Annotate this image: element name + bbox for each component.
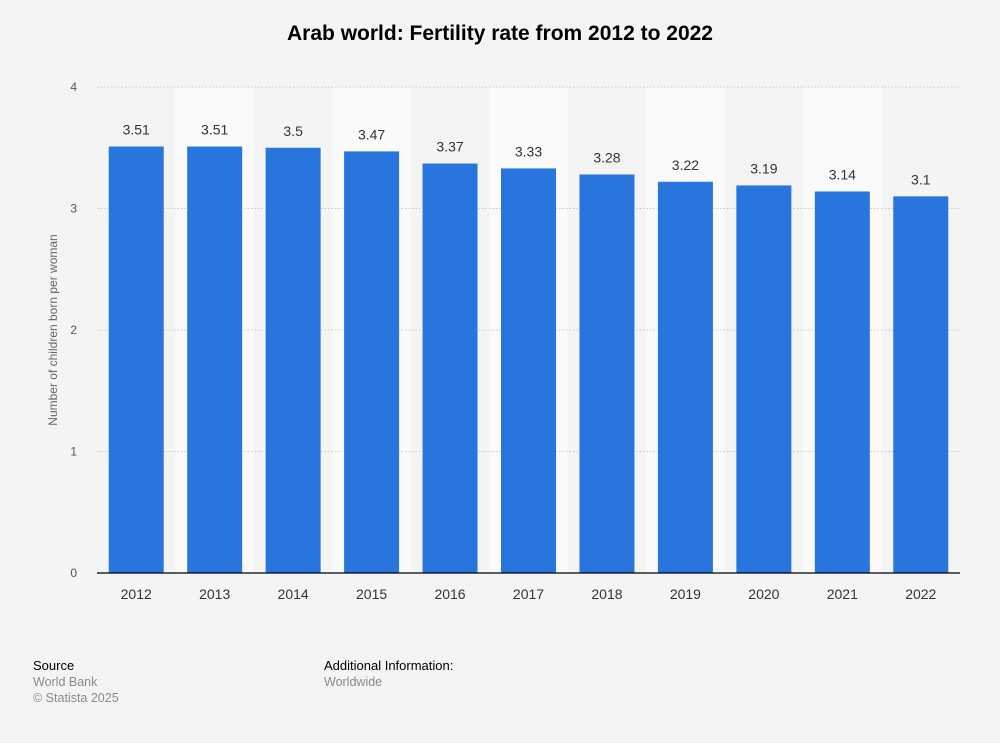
- y-tick-label: 4: [70, 80, 77, 94]
- copyright: © Statista 2025: [33, 691, 119, 705]
- y-axis-label: Number of children born per woman: [46, 234, 60, 425]
- bar: [108, 146, 164, 573]
- bar: [187, 146, 243, 573]
- y-tick-label: 0: [70, 566, 77, 580]
- bar: [736, 185, 792, 574]
- bar-value-label: 3.5: [283, 123, 303, 139]
- x-tick-label: 2017: [513, 586, 544, 602]
- bar-chart: 0 1 2 3 4 3.51 2012 3.51 2013 3.5 2014 3.47 2015 3.37…: [46, 80, 960, 602]
- x-tick-label: 2018: [591, 586, 622, 602]
- bar: [814, 191, 870, 574]
- x-tick-label: 2012: [121, 586, 152, 602]
- y-tick-label: 2: [70, 323, 77, 337]
- y-tick-label: 1: [70, 445, 77, 459]
- bar: [579, 174, 635, 574]
- bar: [501, 168, 556, 573]
- bar-value-label: 3.37: [436, 139, 463, 155]
- bar-value-label: 3.14: [829, 166, 856, 182]
- source-heading: Source: [33, 658, 75, 673]
- additional-info-heading: Additional Information:: [324, 658, 454, 673]
- x-tick-label: 2016: [434, 586, 465, 602]
- bar: [422, 163, 478, 574]
- bar: [344, 151, 400, 573]
- additional-info-text: Worldwide: [324, 675, 383, 689]
- x-tick-label: 2015: [356, 586, 387, 602]
- bar-value-label: 3.22: [672, 157, 699, 173]
- source-name: World Bank: [33, 675, 98, 689]
- x-tick-label: 2022: [905, 586, 936, 602]
- x-tick-label: 2021: [827, 586, 858, 602]
- bar: [265, 147, 321, 573]
- bar-value-label: 3.1: [911, 171, 931, 187]
- additional-info-block: Additional Information: Worldwide: [324, 658, 453, 690]
- bar-value-label: 3.51: [123, 122, 150, 138]
- chart-title: Arab world: Fertility rate from 2012 to …: [287, 22, 713, 45]
- bar-value-label: 3.33: [515, 143, 542, 159]
- x-tick-label: 2020: [748, 586, 779, 602]
- bar-value-label: 3.19: [750, 160, 777, 176]
- bar-value-label: 3.47: [358, 126, 385, 142]
- bar-value-label: 3.28: [593, 149, 620, 165]
- bar: [893, 196, 949, 573]
- x-tick-label: 2013: [199, 586, 230, 602]
- bar: [657, 181, 713, 573]
- source-block: Source World Bank © Statista 2025: [33, 658, 119, 706]
- x-tick-label: 2019: [670, 586, 701, 602]
- y-tick-label: 3: [70, 202, 77, 216]
- x-tick-label: 2014: [278, 586, 309, 602]
- bar-value-label: 3.51: [201, 122, 228, 138]
